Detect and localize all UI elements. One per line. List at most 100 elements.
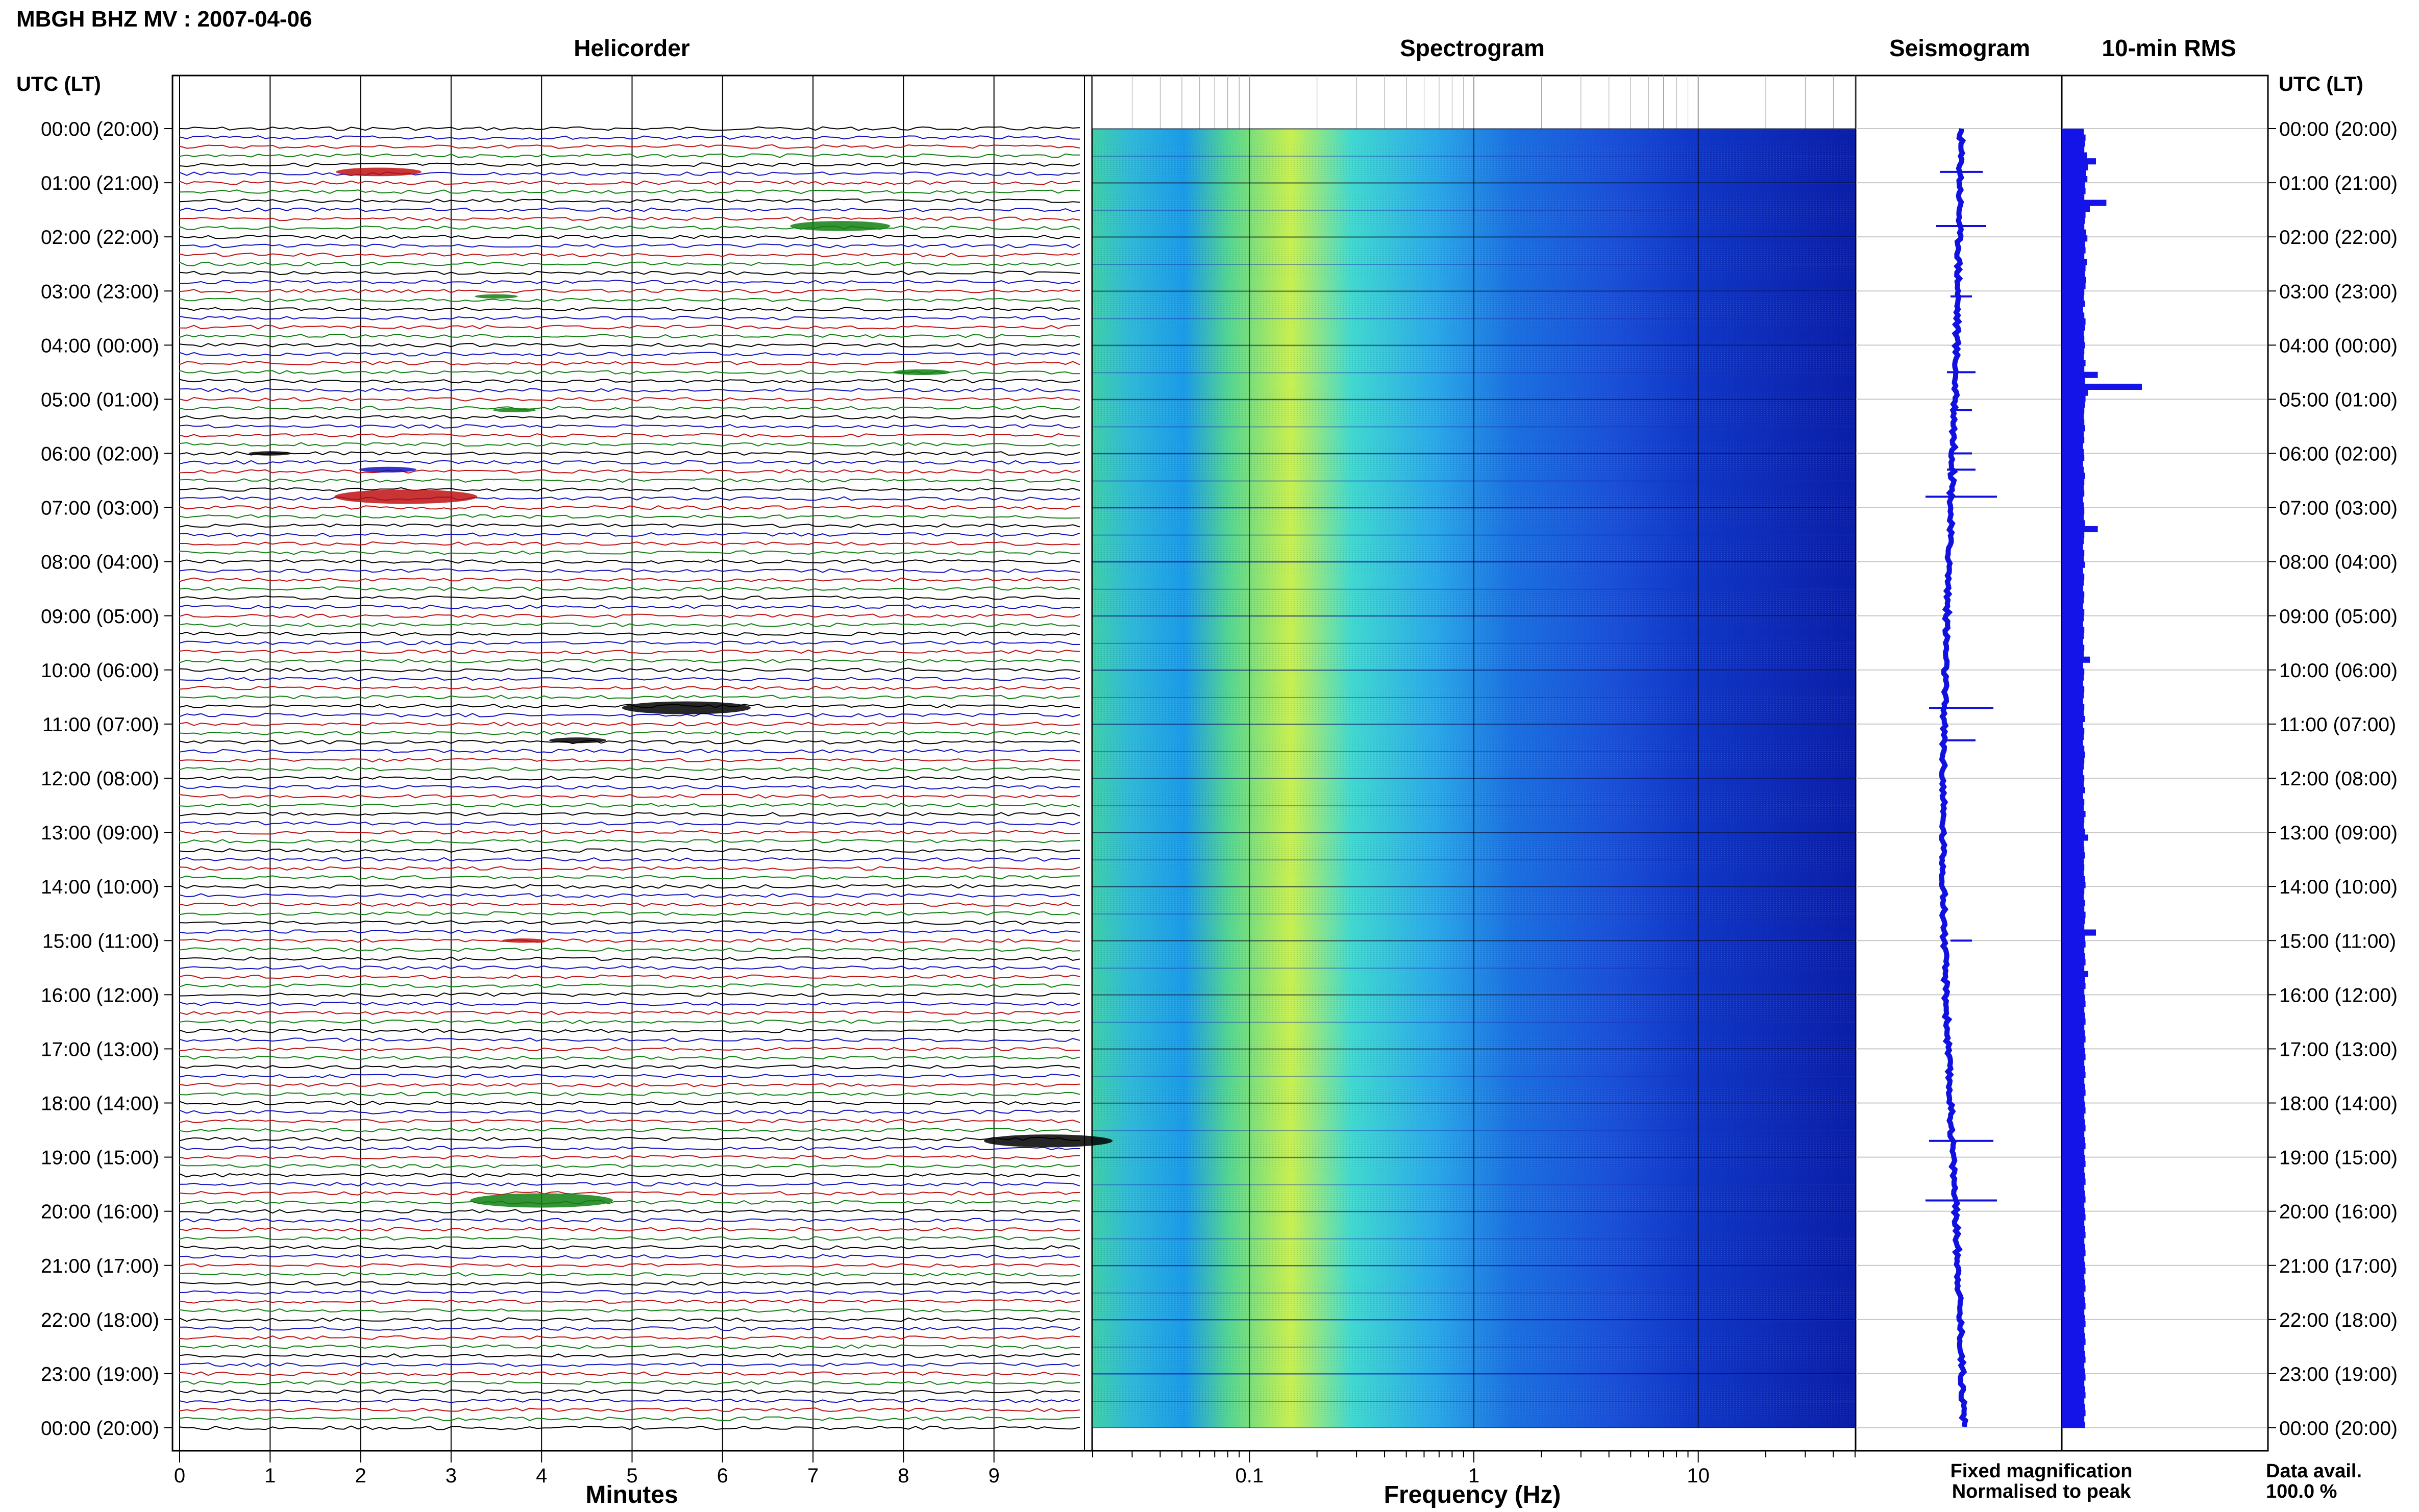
time-tick-label-right: 15:00 (11:00) [2279,930,2396,952]
rms-bar [2062,217,2085,224]
rms-bar [2062,805,2084,811]
rms-bar [2062,259,2087,265]
time-tick-label-right: 14:00 (10:00) [2279,876,2398,898]
rms-bar [2062,1089,2086,1096]
time-tick-label-left: 23:00 (19:00) [41,1364,159,1385]
rms-bar [2062,1190,2085,1197]
rms-bar [2062,1184,2085,1191]
rms-bar [2062,455,2085,461]
time-tick-label-right: 13:00 (09:00) [2279,822,2398,844]
helicorder-event [475,294,518,299]
minute-tick-label: 8 [898,1465,909,1487]
time-tick-label-left: 15:00 (11:00) [42,930,159,952]
helicorder-trace [179,766,1080,772]
helicorder-trace [179,1218,1080,1223]
helicorder-trace [179,162,1080,167]
rms-bar [2062,1244,2085,1250]
rms-bar [2062,502,2084,509]
helicorder-trace [179,288,1080,293]
rms-bar [2062,312,2085,319]
rms-bar [2062,739,2083,746]
helicorder-trace [179,280,1080,284]
time-tick-label-left: 17:00 (13:00) [41,1038,159,1060]
time-tick-label-right: 20:00 (16:00) [2279,1201,2398,1223]
rms-bar [2062,253,2085,260]
rms-bar [2062,330,2084,337]
rms-bar [2062,609,2085,615]
rms-bar [2062,294,2084,301]
helicorder-trace [179,442,1080,447]
rms-bar [2062,170,2086,177]
helicorder-event [622,701,751,714]
helicorder-trace [179,722,1080,727]
time-tick-label-left: 00:00 (20:00) [41,118,159,140]
helicorder-trace [179,1209,1080,1214]
frequency-tick-label: 0.1 [1236,1465,1264,1487]
data-availability-label: Data avail. [2266,1460,2362,1482]
rms-bar [2062,781,2084,787]
rms-bar [2062,561,2085,568]
helicorder-trace [179,812,1080,817]
rms-bar [2062,816,2085,823]
helicorder-trace [179,704,1080,709]
rms-bar [2062,348,2085,355]
rms-bar [2062,371,2098,378]
time-tick-label-right: 22:00 (18:00) [2279,1309,2398,1331]
helicorder-trace [179,739,1080,745]
helicorder-trace [179,1155,1080,1160]
helicorder-trace [179,460,1080,465]
helicorder-trace [179,361,1080,366]
rms-bar [2062,953,2085,960]
rms-bar [2062,271,2085,278]
rms-bar [2062,1119,2085,1126]
rms-panel [2061,75,2269,1452]
helicorder-trace [179,640,1080,646]
rms-bar [2062,508,2085,515]
time-tick-label-left: 22:00 (18:00) [41,1309,159,1331]
helicorder-trace [179,550,1080,555]
rms-bar [2062,1422,2085,1428]
helicorder-trace [179,487,1080,492]
rms-bar [2062,164,2088,170]
minute-tick-label: 2 [355,1465,366,1487]
rms-bar [2062,1345,2085,1351]
helicorder-trace [179,243,1080,249]
rms-bar [2062,277,2086,283]
rms-bar [2062,1178,2086,1185]
rms-bar [2062,929,2096,936]
helicorder-trace [179,956,1080,961]
rms-bar [2062,1398,2085,1404]
helicorder-trace [179,983,1080,988]
helicorder-trace [179,749,1080,754]
rms-bar [2062,461,2083,467]
rms-bar [2062,810,2086,817]
time-tick-label-left: 18:00 (14:00) [41,1093,159,1115]
helicorder-event [334,489,478,504]
helicorder-trace [179,631,1080,636]
helicorder-trace [179,171,1080,176]
helicorder-trace [179,207,1080,212]
helicorder-trace [179,252,1080,257]
time-tick-label-left: 12:00 (08:00) [41,768,159,790]
helicorder-event [893,369,950,375]
helicorder-trace [179,1245,1080,1250]
helicorder-trace [179,794,1080,799]
rms-bar [2062,656,2090,663]
frequency-tick-label: 10 [1687,1465,1710,1487]
time-tick-label-right: 11:00 (07:00) [2279,714,2396,736]
rms-bar [2062,846,2085,853]
rms-bar [2062,206,2090,212]
helicorder-trace [179,848,1080,853]
helicorder-trace [179,613,1080,618]
rms-bar [2062,389,2088,396]
helicorder-trace [179,1074,1080,1078]
helicorder-trace [179,469,1080,474]
rms-bar [2062,1220,2085,1227]
rms-title: 10-min RMS [2102,35,2236,61]
rms-bar [2062,1339,2086,1345]
helicorder-trace [179,622,1080,627]
time-tick-label-right: 10:00 (06:00) [2279,660,2398,682]
rms-bar [2062,894,2084,900]
rms-bar [2062,158,2096,165]
